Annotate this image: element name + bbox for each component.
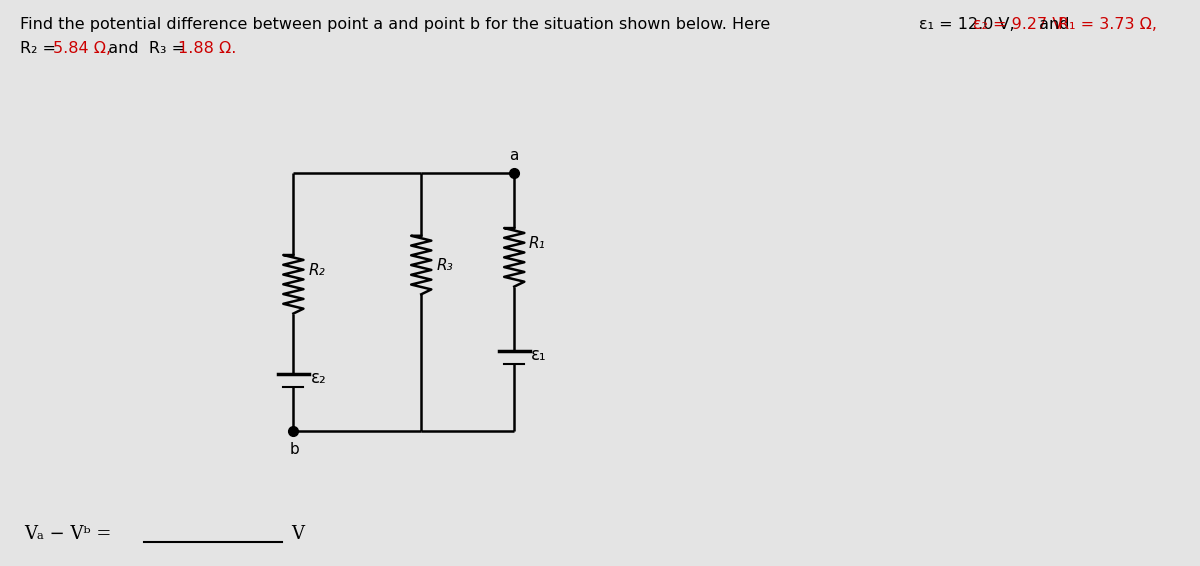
Text: b: b	[290, 442, 300, 457]
Text: R₂: R₂	[308, 263, 325, 278]
Text: and: and	[1034, 17, 1075, 32]
Text: a: a	[510, 148, 518, 162]
Text: ε₁: ε₁	[532, 346, 547, 364]
Text: R₂ =: R₂ =	[20, 41, 61, 56]
Text: V: V	[292, 525, 305, 543]
Text: and  R₃ =: and R₃ =	[98, 41, 191, 56]
Text: Vₐ − Vᵇ =: Vₐ − Vᵇ =	[24, 525, 112, 543]
Text: ε₁ = 12.0 V,: ε₁ = 12.0 V,	[919, 17, 1015, 32]
Text: ε₂ = 9.27 V: ε₂ = 9.27 V	[973, 17, 1063, 32]
Text: R₁ = 3.73 Ω,: R₁ = 3.73 Ω,	[1058, 17, 1158, 32]
Text: 1.88 Ω.: 1.88 Ω.	[178, 41, 236, 56]
Text: 5.84 Ω,: 5.84 Ω,	[53, 41, 110, 56]
Text: R₁: R₁	[528, 236, 545, 251]
Text: Find the potential difference between point a and point b for the situation show: Find the potential difference between po…	[20, 17, 775, 32]
Text: R₃: R₃	[437, 258, 454, 273]
Text: ε₂: ε₂	[311, 369, 326, 387]
